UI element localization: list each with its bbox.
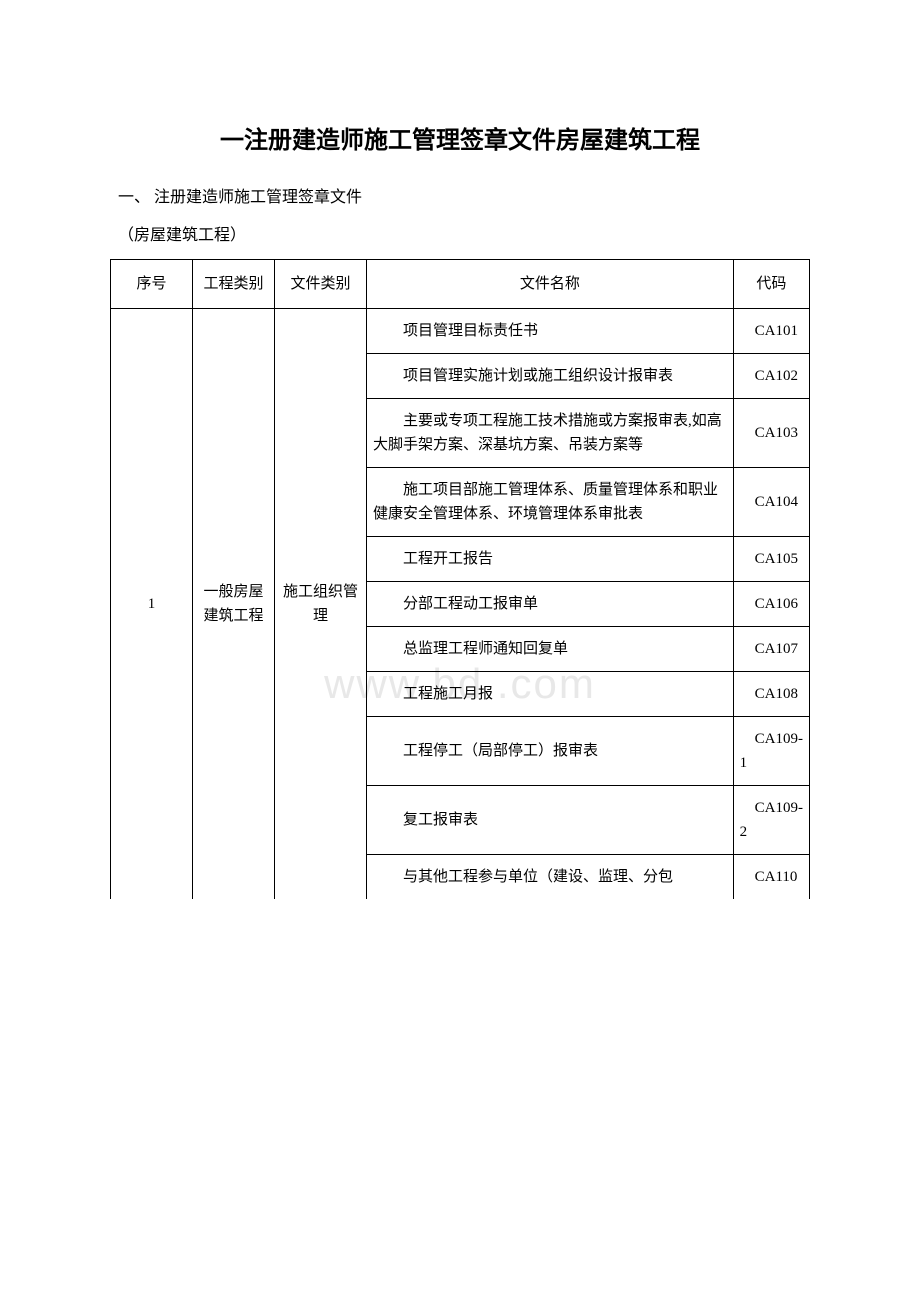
cell-doc-name: 工程开工报告	[367, 537, 734, 582]
cell-doc-name: 与其他工程参与单位（建设、监理、分包	[367, 855, 734, 900]
header-doc-name: 文件名称	[367, 260, 734, 309]
cell-code: CA110	[733, 855, 809, 900]
table-header-row: 序号 工程类别 文件类别 文件名称 代码	[111, 260, 810, 309]
page-title: 一注册建造师施工管理签章文件房屋建筑工程	[110, 120, 810, 155]
cell-eng-cat: 一般房屋建筑工程	[193, 309, 275, 900]
cell-doc-name: 项目管理目标责任书	[367, 309, 734, 354]
cell-doc-name: 复工报审表	[367, 786, 734, 855]
cell-doc-name: 分部工程动工报审单	[367, 582, 734, 627]
cell-code: CA103	[733, 399, 809, 468]
cell-doc-name: 工程停工（局部停工）报审表	[367, 717, 734, 786]
table-row: 1 一般房屋建筑工程 施工组织管理 项目管理目标责任书 CA101	[111, 309, 810, 354]
subtitle-line-2: （房屋建筑工程）	[110, 221, 810, 245]
cell-doc-cat: 施工组织管理	[275, 309, 367, 900]
header-code: 代码	[733, 260, 809, 309]
cell-code: CA107	[733, 627, 809, 672]
cell-code: CA108	[733, 672, 809, 717]
document-content: 一注册建造师施工管理签章文件房屋建筑工程 一、 注册建造师施工管理签章文件 （房…	[110, 120, 810, 899]
cell-code: CA106	[733, 582, 809, 627]
cell-code: CA101	[733, 309, 809, 354]
cell-code: CA109-1	[733, 717, 809, 786]
cell-code: CA109-2	[733, 786, 809, 855]
cell-code: CA104	[733, 468, 809, 537]
subtitle-line-1: 一、 注册建造师施工管理签章文件	[110, 183, 810, 207]
cell-doc-name: 工程施工月报	[367, 672, 734, 717]
cell-seq: 1	[111, 309, 193, 900]
cell-doc-name: 施工项目部施工管理体系、质量管理体系和职业健康安全管理体系、环境管理体系审批表	[367, 468, 734, 537]
signature-documents-table: 序号 工程类别 文件类别 文件名称 代码 1 一般房屋建筑工程 施工组织管理 项…	[110, 259, 810, 899]
header-eng-cat: 工程类别	[193, 260, 275, 309]
cell-code: CA102	[733, 354, 809, 399]
cell-code: CA105	[733, 537, 809, 582]
cell-doc-name: 项目管理实施计划或施工组织设计报审表	[367, 354, 734, 399]
header-doc-cat: 文件类别	[275, 260, 367, 309]
cell-doc-name: 总监理工程师通知回复单	[367, 627, 734, 672]
header-seq: 序号	[111, 260, 193, 309]
cell-doc-name: 主要或专项工程施工技术措施或方案报审表,如高大脚手架方案、深基坑方案、吊装方案等	[367, 399, 734, 468]
